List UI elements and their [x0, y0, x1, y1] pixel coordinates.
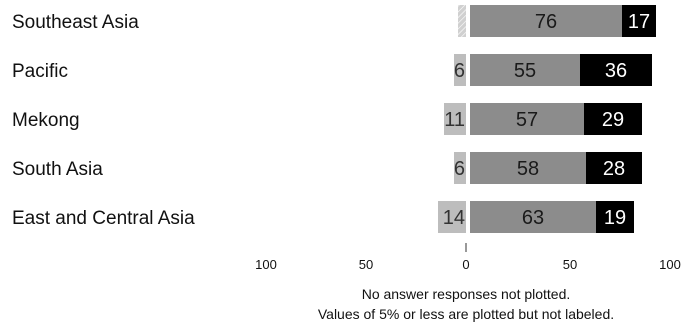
- bar-left-mekong: [444, 103, 466, 135]
- value-label-left-south-asia: 6: [454, 158, 465, 180]
- bar-right1-mekong: [470, 103, 584, 135]
- category-label-southeast-asia: Southeast Asia: [12, 12, 139, 33]
- value-label-right1-pacific: 55: [514, 60, 536, 82]
- value-label-right1-southeast-asia: 76: [535, 11, 557, 33]
- bar-left-pacific: [454, 54, 466, 86]
- category-label-east-and-central-asia: East and Central Asia: [12, 208, 195, 229]
- bar-left-southeast-asia: [458, 5, 466, 37]
- note-no-answer: No answer responses not plotted.: [361, 286, 571, 302]
- category-label-pacific: Pacific: [12, 61, 68, 82]
- note-small-values: Values of 5% or less are plotted but not…: [317, 306, 615, 322]
- bar-left-east-and-central-asia: [438, 201, 466, 233]
- x-tick-label: 50: [563, 257, 577, 272]
- value-label-left-mekong: 11: [444, 109, 465, 131]
- bar-right1-pacific: [470, 54, 580, 86]
- bar-right2-east-and-central-asia: [596, 201, 634, 233]
- x-tick-label: 50: [359, 257, 373, 272]
- x-tick-label: 0: [462, 257, 469, 272]
- x-tick-label: 100: [255, 257, 277, 272]
- value-label-right2-east-and-central-asia: 19: [604, 207, 626, 229]
- category-label-mekong: Mekong: [12, 110, 80, 131]
- value-label-left-east-and-central-asia: 14: [443, 207, 465, 229]
- bar-right2-southeast-asia: [622, 5, 656, 37]
- value-label-right1-south-asia: 58: [517, 158, 539, 180]
- bar-right1-south-asia: [470, 152, 586, 184]
- value-label-left-pacific: 6: [454, 60, 465, 82]
- x-tick-label: 100: [659, 257, 681, 272]
- bar-left-south-asia: [454, 152, 466, 184]
- value-label-right2-southeast-asia: 17: [628, 11, 650, 33]
- bar-right1-southeast-asia: [470, 5, 622, 37]
- category-label-south-asia: South Asia: [12, 159, 103, 180]
- value-label-right1-east-and-central-asia: 63: [522, 207, 544, 229]
- value-label-right2-south-asia: 28: [603, 158, 625, 180]
- bar-right2-pacific: [580, 54, 652, 86]
- bar-right2-mekong: [584, 103, 642, 135]
- value-label-right1-mekong: 57: [516, 109, 538, 131]
- bar-right2-south-asia: [586, 152, 642, 184]
- bar-right1-east-and-central-asia: [470, 201, 596, 233]
- value-label-right2-mekong: 29: [602, 109, 624, 131]
- value-label-right2-pacific: 36: [605, 60, 627, 82]
